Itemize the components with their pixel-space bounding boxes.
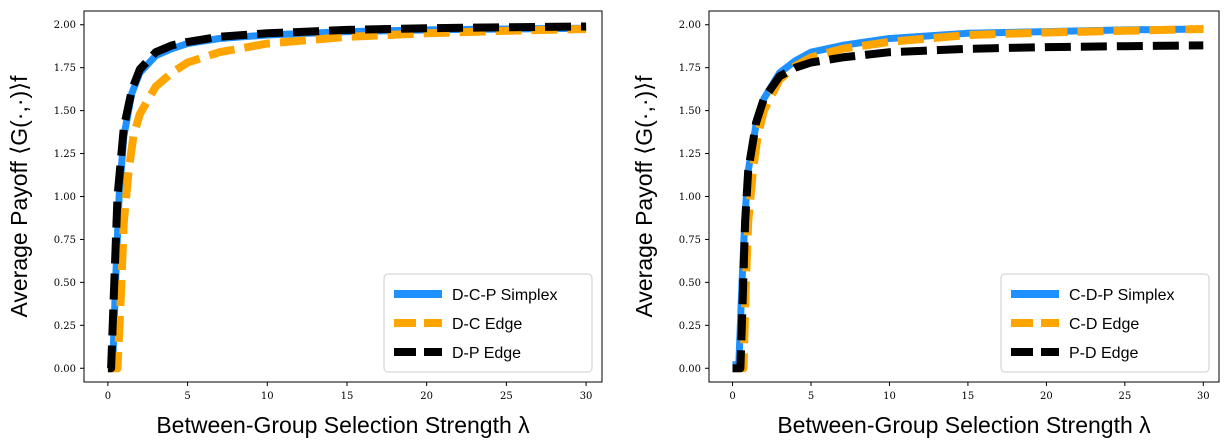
left-y-tick-label: 1.25 <box>54 149 76 160</box>
left-y-tick-label: 0.25 <box>54 321 76 332</box>
right-x-tick-label: 10 <box>883 391 896 402</box>
left-series-d-p-edge-line <box>107 22 587 373</box>
right-legend-label-1: C-D-P Simplex <box>1069 287 1175 304</box>
right-y-tick-label: 1.00 <box>679 192 701 203</box>
right-x-tick-label: 5 <box>808 391 814 402</box>
left-x-axis-label: Between-Group Selection Strength λ <box>156 412 530 438</box>
left-y-tick-label: 2.00 <box>54 20 76 31</box>
left-x-tick-label: 30 <box>580 391 593 402</box>
left-x-tick-label: 10 <box>261 391 274 402</box>
left-y-tick-label: 0.50 <box>54 278 76 289</box>
right-x-tick-label: 15 <box>962 391 975 402</box>
left-y-tick-label: 0.00 <box>54 364 76 375</box>
left-x-tick-label: 5 <box>184 391 190 402</box>
left-legend-label-3: D-P Edge <box>452 345 521 362</box>
left-plot-area <box>107 22 587 373</box>
left-x-tick-label: 25 <box>500 391 513 402</box>
right-y-tick-label: 0.75 <box>679 235 701 246</box>
right-chart-panel: 0 5 10 15 20 25 30 0.00 0.25 0.50 0.75 1.00 1.25 1.50… <box>631 10 1220 438</box>
right-x-tick-label: 25 <box>1118 391 1131 402</box>
left-legend-label-1: D-C-P Simplex <box>452 287 558 304</box>
right-x-axis-label: Between-Group Selection Strength λ <box>777 412 1151 438</box>
right-legend-box <box>1000 273 1210 373</box>
right-y-tick-label: 1.25 <box>679 149 701 160</box>
left-chart-panel: 0 5 10 15 20 25 30 0.00 0.25 0.50 0.75 1.00 1.25 1.50… <box>6 10 603 438</box>
right-y-axis-label: Average Payoff ⟨G(·,·)⟩f <box>631 75 657 318</box>
right-legend-label-3: P-D Edge <box>1069 345 1138 362</box>
right-series-p-d-edge-line <box>732 41 1204 373</box>
left-y-tick-label: 1.00 <box>54 192 76 203</box>
right-legend-label-2: C-D Edge <box>1069 316 1139 333</box>
left-y-axis-label: Average Payoff ⟨G(·,·)⟩f <box>6 75 32 318</box>
left-y-tick-label: 0.75 <box>54 235 76 246</box>
left-x-tick-label: 0 <box>105 391 111 402</box>
right-x-tick-label: 30 <box>1197 391 1210 402</box>
left-series-d-c-edge-line <box>107 25 587 373</box>
right-plot-area <box>732 25 1204 373</box>
left-y-tick-label: 1.75 <box>54 63 76 74</box>
right-y-tick-label: 0.50 <box>679 278 701 289</box>
right-x-tick-label: 0 <box>729 391 735 402</box>
left-y-tick-label: 1.50 <box>54 106 76 117</box>
right-y-tick-label: 0.25 <box>679 321 701 332</box>
left-legend-box <box>383 273 593 373</box>
right-y-tick-label: 1.75 <box>679 63 701 74</box>
left-x-tick-label: 15 <box>341 391 354 402</box>
right-x-tick-label: 20 <box>1040 391 1053 402</box>
right-y-tick-label: 2.00 <box>679 20 701 31</box>
left-x-tick-label: 20 <box>420 391 433 402</box>
right-y-tick-label: 0.00 <box>679 364 701 375</box>
right-y-tick-label: 1.50 <box>679 106 701 117</box>
left-legend-label-2: D-C Edge <box>452 316 522 333</box>
